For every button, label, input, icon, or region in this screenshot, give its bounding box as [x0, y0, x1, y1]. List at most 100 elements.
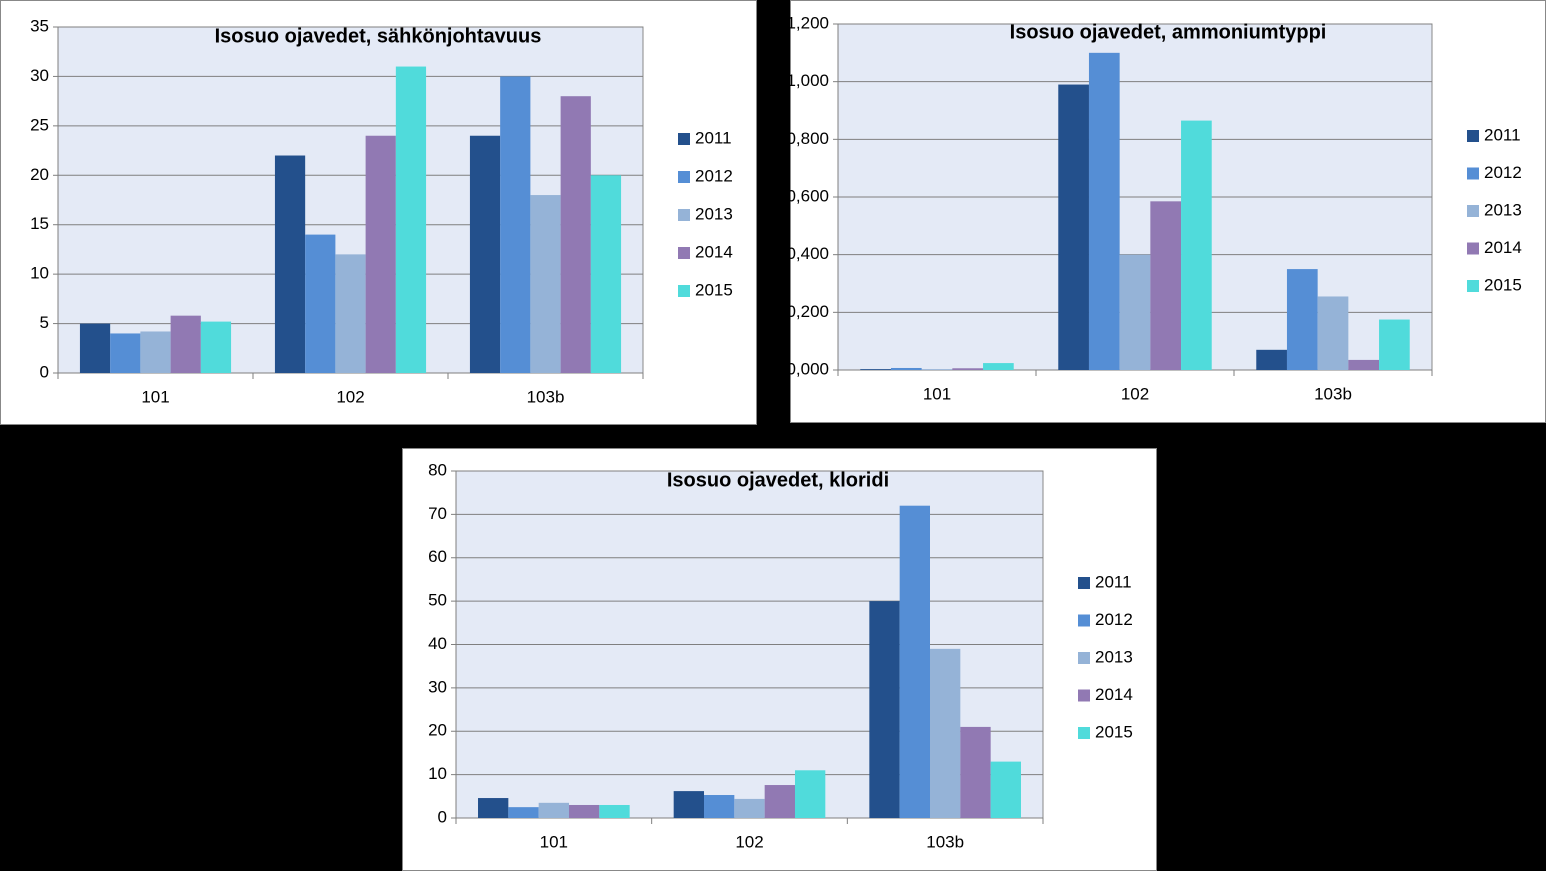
legend-swatch	[1467, 280, 1479, 292]
legend-swatch	[678, 171, 690, 183]
bar	[305, 234, 336, 373]
x-tick-label: 101	[141, 387, 169, 406]
bar	[365, 135, 396, 373]
bar	[538, 802, 569, 818]
legend-swatch	[678, 133, 690, 145]
y-tick-label: 10	[30, 264, 49, 283]
y-tick-label: 0,000	[786, 359, 829, 378]
bar	[395, 66, 427, 374]
bar	[1181, 120, 1212, 370]
legend-label: 2011	[1095, 572, 1132, 591]
legend-swatch	[1078, 652, 1090, 664]
y-tick-label: 20	[428, 721, 447, 740]
y-tick-label: 5	[40, 313, 49, 332]
legend-swatch	[678, 247, 690, 259]
legend-label: 2015	[695, 280, 733, 299]
y-tick-label: 20	[30, 165, 49, 184]
bar	[590, 175, 622, 373]
x-tick-label: 101	[923, 384, 951, 403]
bar	[500, 76, 531, 373]
y-tick-label: 60	[428, 547, 447, 566]
y-tick-label: 0,800	[786, 129, 829, 148]
chart-title: Isosuo ojavedet, kloridi	[667, 469, 889, 491]
legend-swatch	[1467, 167, 1479, 180]
bar	[568, 804, 600, 818]
y-tick-label: 70	[428, 504, 447, 523]
y-tick-label: 80	[428, 460, 447, 479]
legend-label: 2014	[1484, 238, 1522, 257]
y-tick-label: 30	[30, 66, 49, 85]
bar	[899, 505, 931, 818]
legend-label: 2013	[695, 204, 733, 223]
y-tick-label: 50	[428, 591, 447, 610]
bar	[599, 804, 630, 818]
legend-swatch	[1467, 205, 1479, 217]
legend-label: 2015	[1484, 275, 1522, 294]
bar	[508, 807, 539, 818]
x-tick-label: 102	[735, 832, 763, 851]
legend-label: 2011	[1484, 125, 1521, 144]
bar	[335, 254, 366, 373]
bar	[1119, 254, 1151, 370]
bar	[200, 321, 232, 373]
x-tick-label: 102	[336, 387, 364, 406]
y-tick-label: 35	[30, 16, 49, 35]
y-tick-label: 15	[30, 214, 49, 233]
bar	[890, 367, 922, 370]
y-tick-label: 0,200	[786, 302, 829, 321]
bar	[1088, 52, 1120, 370]
x-tick-label: 103b	[527, 387, 565, 406]
legend-swatch	[1078, 577, 1090, 589]
y-tick-label: 25	[30, 115, 49, 134]
legend-label: 2014	[695, 242, 733, 261]
legend-swatch	[678, 209, 690, 221]
legend-label: 2012	[695, 166, 733, 185]
y-tick-label: 0	[438, 807, 447, 826]
bar	[734, 798, 765, 818]
y-tick-label: 1,200	[786, 13, 829, 32]
x-tick-label: 103b	[926, 832, 964, 851]
y-tick-label: 0,400	[786, 244, 829, 263]
bar	[1348, 359, 1380, 370]
legend-swatch	[1078, 727, 1090, 739]
chart-title: Isosuo ojavedet, ammoniumtyppi	[1010, 21, 1327, 43]
legend-swatch	[1467, 242, 1479, 255]
bar	[983, 363, 1014, 370]
bar	[930, 648, 961, 818]
bar	[530, 195, 561, 373]
legend-label: 2014	[1095, 685, 1133, 704]
bar	[1150, 201, 1182, 370]
legend-label: 2011	[695, 128, 732, 147]
legend-label: 2013	[1095, 647, 1133, 666]
bar	[478, 798, 509, 818]
bar	[1286, 269, 1318, 370]
bar	[764, 785, 795, 818]
legend-swatch	[1078, 614, 1090, 627]
bar	[1379, 319, 1410, 370]
chart-title: Isosuo ojavedet, sähkönjohtavuus	[215, 25, 542, 47]
bar	[704, 795, 735, 818]
legend-label: 2015	[1095, 722, 1133, 741]
legend-swatch	[1467, 130, 1479, 142]
bar	[274, 155, 306, 373]
legend-label: 2013	[1484, 200, 1522, 219]
bar	[860, 369, 891, 370]
bar	[952, 368, 984, 370]
bar	[79, 323, 111, 373]
y-tick-label: 1,000	[786, 71, 829, 90]
y-tick-label: 30	[428, 677, 447, 696]
legend-swatch	[678, 285, 690, 297]
bar	[140, 331, 171, 373]
y-tick-label: 10	[428, 764, 447, 783]
legend-label: 2012	[1095, 610, 1133, 629]
x-tick-label: 102	[1121, 384, 1149, 403]
legend-swatch	[1078, 689, 1090, 702]
bar	[1058, 84, 1089, 371]
bar	[673, 791, 705, 818]
bar	[1256, 349, 1287, 370]
bar	[110, 333, 141, 373]
x-tick-label: 103b	[1314, 384, 1352, 403]
bar	[1317, 296, 1349, 370]
bar	[869, 601, 900, 818]
